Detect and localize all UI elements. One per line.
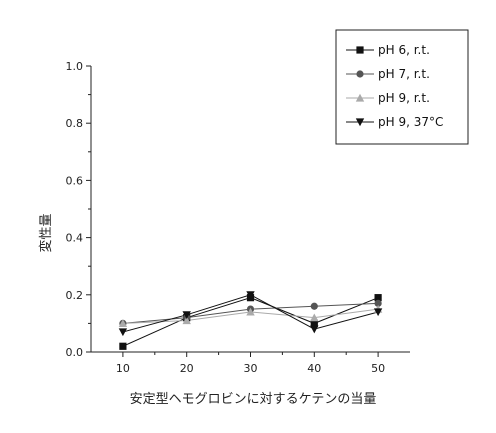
- data-point: [310, 319, 318, 327]
- plot-area: 10 20 30 40 50 0.0 0.2 0.4 0.6 0.8 1.0: [66, 60, 410, 375]
- x-axis-title: 安定型ヘモグロビンに対するケテンの当量: [130, 392, 377, 407]
- data-point: [118, 319, 128, 327]
- legend-items: pH 6, r.t. pH 7, r.t. pH 9, r.t. pH 9, 37°C: [346, 43, 443, 129]
- data-point: [246, 291, 255, 299]
- y-tick-label: 0.2: [66, 289, 84, 302]
- legend-marker: [356, 46, 364, 54]
- data-point: [310, 325, 319, 334]
- x-tick-label: 30: [244, 362, 258, 375]
- x-tick-label: 50: [371, 362, 385, 375]
- y-tick-label: 0.4: [66, 232, 84, 245]
- series-markers: [118, 291, 383, 350]
- y-tick-label: 0.0: [66, 346, 84, 359]
- data-point: [246, 307, 255, 316]
- x-tick-label: 40: [307, 362, 321, 375]
- data-point: [182, 316, 191, 325]
- y-tick-label: 1.0: [66, 60, 84, 73]
- legend-marker: [356, 70, 364, 78]
- legend-label: pH 7, r.t.: [378, 67, 430, 81]
- x-tick-label: 10: [116, 362, 130, 375]
- series-lines: [122, 294, 379, 347]
- legend-marker: [355, 93, 365, 102]
- data-point: [118, 328, 128, 337]
- x-ticks: 10 20 30 40 50: [116, 352, 385, 375]
- y-tick-label: 0.6: [66, 174, 84, 187]
- data-point: [373, 308, 383, 317]
- data-point: [374, 294, 382, 302]
- y-ticks: 0.0 0.2 0.4 0.6 0.8 1.0: [66, 60, 91, 359]
- y-axis-title: 変性量: [38, 213, 54, 252]
- data-point: [374, 299, 382, 307]
- legend-label: pH 9, r.t.: [378, 91, 430, 105]
- legend-label: pH 6, r.t.: [378, 43, 430, 57]
- x-tick-label: 20: [180, 362, 194, 375]
- data-point: [310, 313, 319, 322]
- legend-label: pH 9, 37°C: [378, 115, 443, 129]
- data-point: [119, 342, 127, 350]
- y-tick-label: 0.8: [66, 117, 84, 130]
- data-point: [182, 311, 191, 320]
- legend: pH 6, r.t. pH 7, r.t. pH 9, r.t. pH 9, 37°C: [335, 29, 469, 145]
- legend-marker: [355, 118, 365, 127]
- data-point: [310, 302, 318, 310]
